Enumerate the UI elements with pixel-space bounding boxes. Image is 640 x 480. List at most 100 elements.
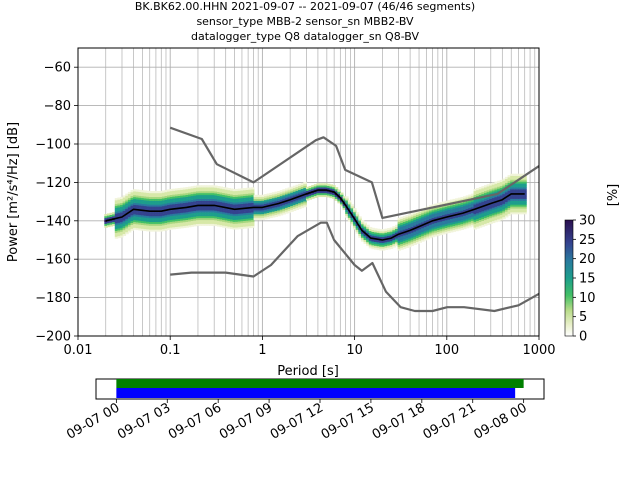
- heatmap-cell: [201, 206, 205, 209]
- heatmap-cell: [243, 211, 247, 214]
- heatmap-cell: [120, 233, 124, 236]
- heatmap-cell: [337, 189, 341, 192]
- heatmap-cell: [334, 189, 339, 192]
- heatmap-cell: [408, 237, 412, 240]
- heatmap-cell: [410, 236, 415, 239]
- heatmap-cell: [518, 181, 522, 184]
- heatmap-cell: [515, 181, 519, 184]
- heatmap-cell: [455, 205, 459, 209]
- heatmap-cell: [248, 200, 252, 204]
- heatmap-cell: [444, 221, 449, 225]
- heatmap-cell: [515, 189, 519, 192]
- heatmap-cell: [360, 233, 365, 236]
- heatmap-cell: [518, 191, 522, 194]
- heatmap-cell: [190, 195, 195, 199]
- heatmap-cell: [384, 230, 388, 233]
- heatmap-cell: [172, 211, 176, 214]
- heatmap-cell: [431, 231, 436, 234]
- heatmap-cell: [470, 220, 475, 223]
- heatmap-cell: [379, 240, 383, 243]
- heatmap-cell: [452, 225, 457, 228]
- heatmap-cell: [298, 203, 302, 206]
- heatmap-cell: [195, 194, 200, 198]
- heatmap-cell: [402, 221, 407, 224]
- heatmap-cell: [182, 212, 187, 215]
- heatmap-cell: [363, 224, 368, 227]
- heatmap-cell: [185, 190, 189, 194]
- heatmap-cell: [502, 190, 506, 193]
- heatmap-cell: [421, 225, 425, 229]
- heatmap-cell: [264, 197, 268, 201]
- heatmap-cell: [405, 218, 409, 222]
- heatmap-cell: [216, 222, 221, 225]
- coverage-bar-segments: [116, 388, 516, 398]
- heatmap-cell: [368, 240, 373, 243]
- heatmap-cell: [232, 194, 237, 197]
- heatmap-cell: [161, 227, 166, 230]
- heatmap-cell: [211, 215, 216, 219]
- heatmap-cell: [402, 223, 407, 226]
- heatmap-cell: [138, 210, 142, 214]
- heatmap-cell: [133, 198, 137, 202]
- heatmap-cell: [201, 217, 205, 221]
- heatmap-cell: [418, 215, 423, 218]
- x-tick-label: 100: [434, 343, 459, 358]
- heatmap-cell: [169, 227, 174, 230]
- heatmap-cell: [146, 192, 150, 195]
- heatmap-cell: [235, 227, 239, 230]
- heatmap-cell: [478, 212, 483, 215]
- heatmap-cell: [457, 205, 462, 208]
- heatmap-cell: [324, 194, 328, 198]
- heatmap-cell: [120, 206, 124, 209]
- heatmap-cell: [311, 188, 315, 192]
- heatmap-cell: [261, 200, 265, 203]
- heatmap-cell: [120, 231, 124, 234]
- heatmap-cell: [287, 193, 292, 196]
- heatmap-cell: [520, 196, 525, 199]
- heatmap-cell: [439, 223, 443, 226]
- heatmap-cell: [206, 215, 210, 219]
- heatmap-cell: [494, 183, 498, 186]
- heatmap-cell: [376, 240, 381, 243]
- heatmap-cell: [201, 219, 205, 222]
- heatmap-cell: [222, 217, 226, 220]
- heatmap-cell: [342, 207, 347, 211]
- heatmap-cell: [494, 196, 498, 200]
- heatmap-cell: [397, 219, 402, 222]
- heatmap-cell: [230, 213, 234, 216]
- coverage-bar-data: [116, 379, 524, 388]
- heatmap-cell: [264, 215, 268, 218]
- heatmap-cell: [518, 212, 522, 215]
- heatmap-cell: [151, 208, 155, 211]
- heatmap-cell: [463, 223, 467, 226]
- heatmap-cell: [463, 198, 467, 201]
- heatmap-cell: [439, 207, 443, 211]
- heatmap-cell: [180, 216, 184, 219]
- heatmap-cell: [298, 193, 302, 196]
- heatmap-cell: [206, 189, 210, 192]
- heatmap-cell: [206, 208, 210, 211]
- heatmap-cell: [512, 177, 517, 180]
- heatmap-cell: [224, 199, 229, 202]
- heatmap-cell: [520, 212, 525, 215]
- heatmap-cell: [138, 224, 142, 227]
- heatmap-cell: [447, 217, 451, 220]
- heatmap-cell: [366, 226, 370, 229]
- heatmap-cell: [206, 212, 210, 215]
- heatmap-cell: [455, 225, 459, 228]
- heatmap-cell: [227, 216, 231, 219]
- heatmap-cell: [167, 227, 171, 231]
- heatmap-cell: [452, 204, 457, 207]
- heatmap-cell: [452, 206, 457, 209]
- heatmap-cell: [193, 222, 197, 225]
- heatmap-cell: [222, 211, 226, 215]
- heatmap-cell: [324, 185, 328, 188]
- heatmap-cell: [140, 192, 145, 195]
- heatmap-cell: [481, 186, 485, 189]
- heatmap-cell: [253, 198, 258, 201]
- heatmap-cell: [138, 220, 142, 223]
- heatmap-cell: [413, 238, 417, 242]
- heatmap-cell: [397, 246, 402, 249]
- heatmap-cell: [392, 230, 396, 233]
- heatmap-cell: [497, 196, 501, 199]
